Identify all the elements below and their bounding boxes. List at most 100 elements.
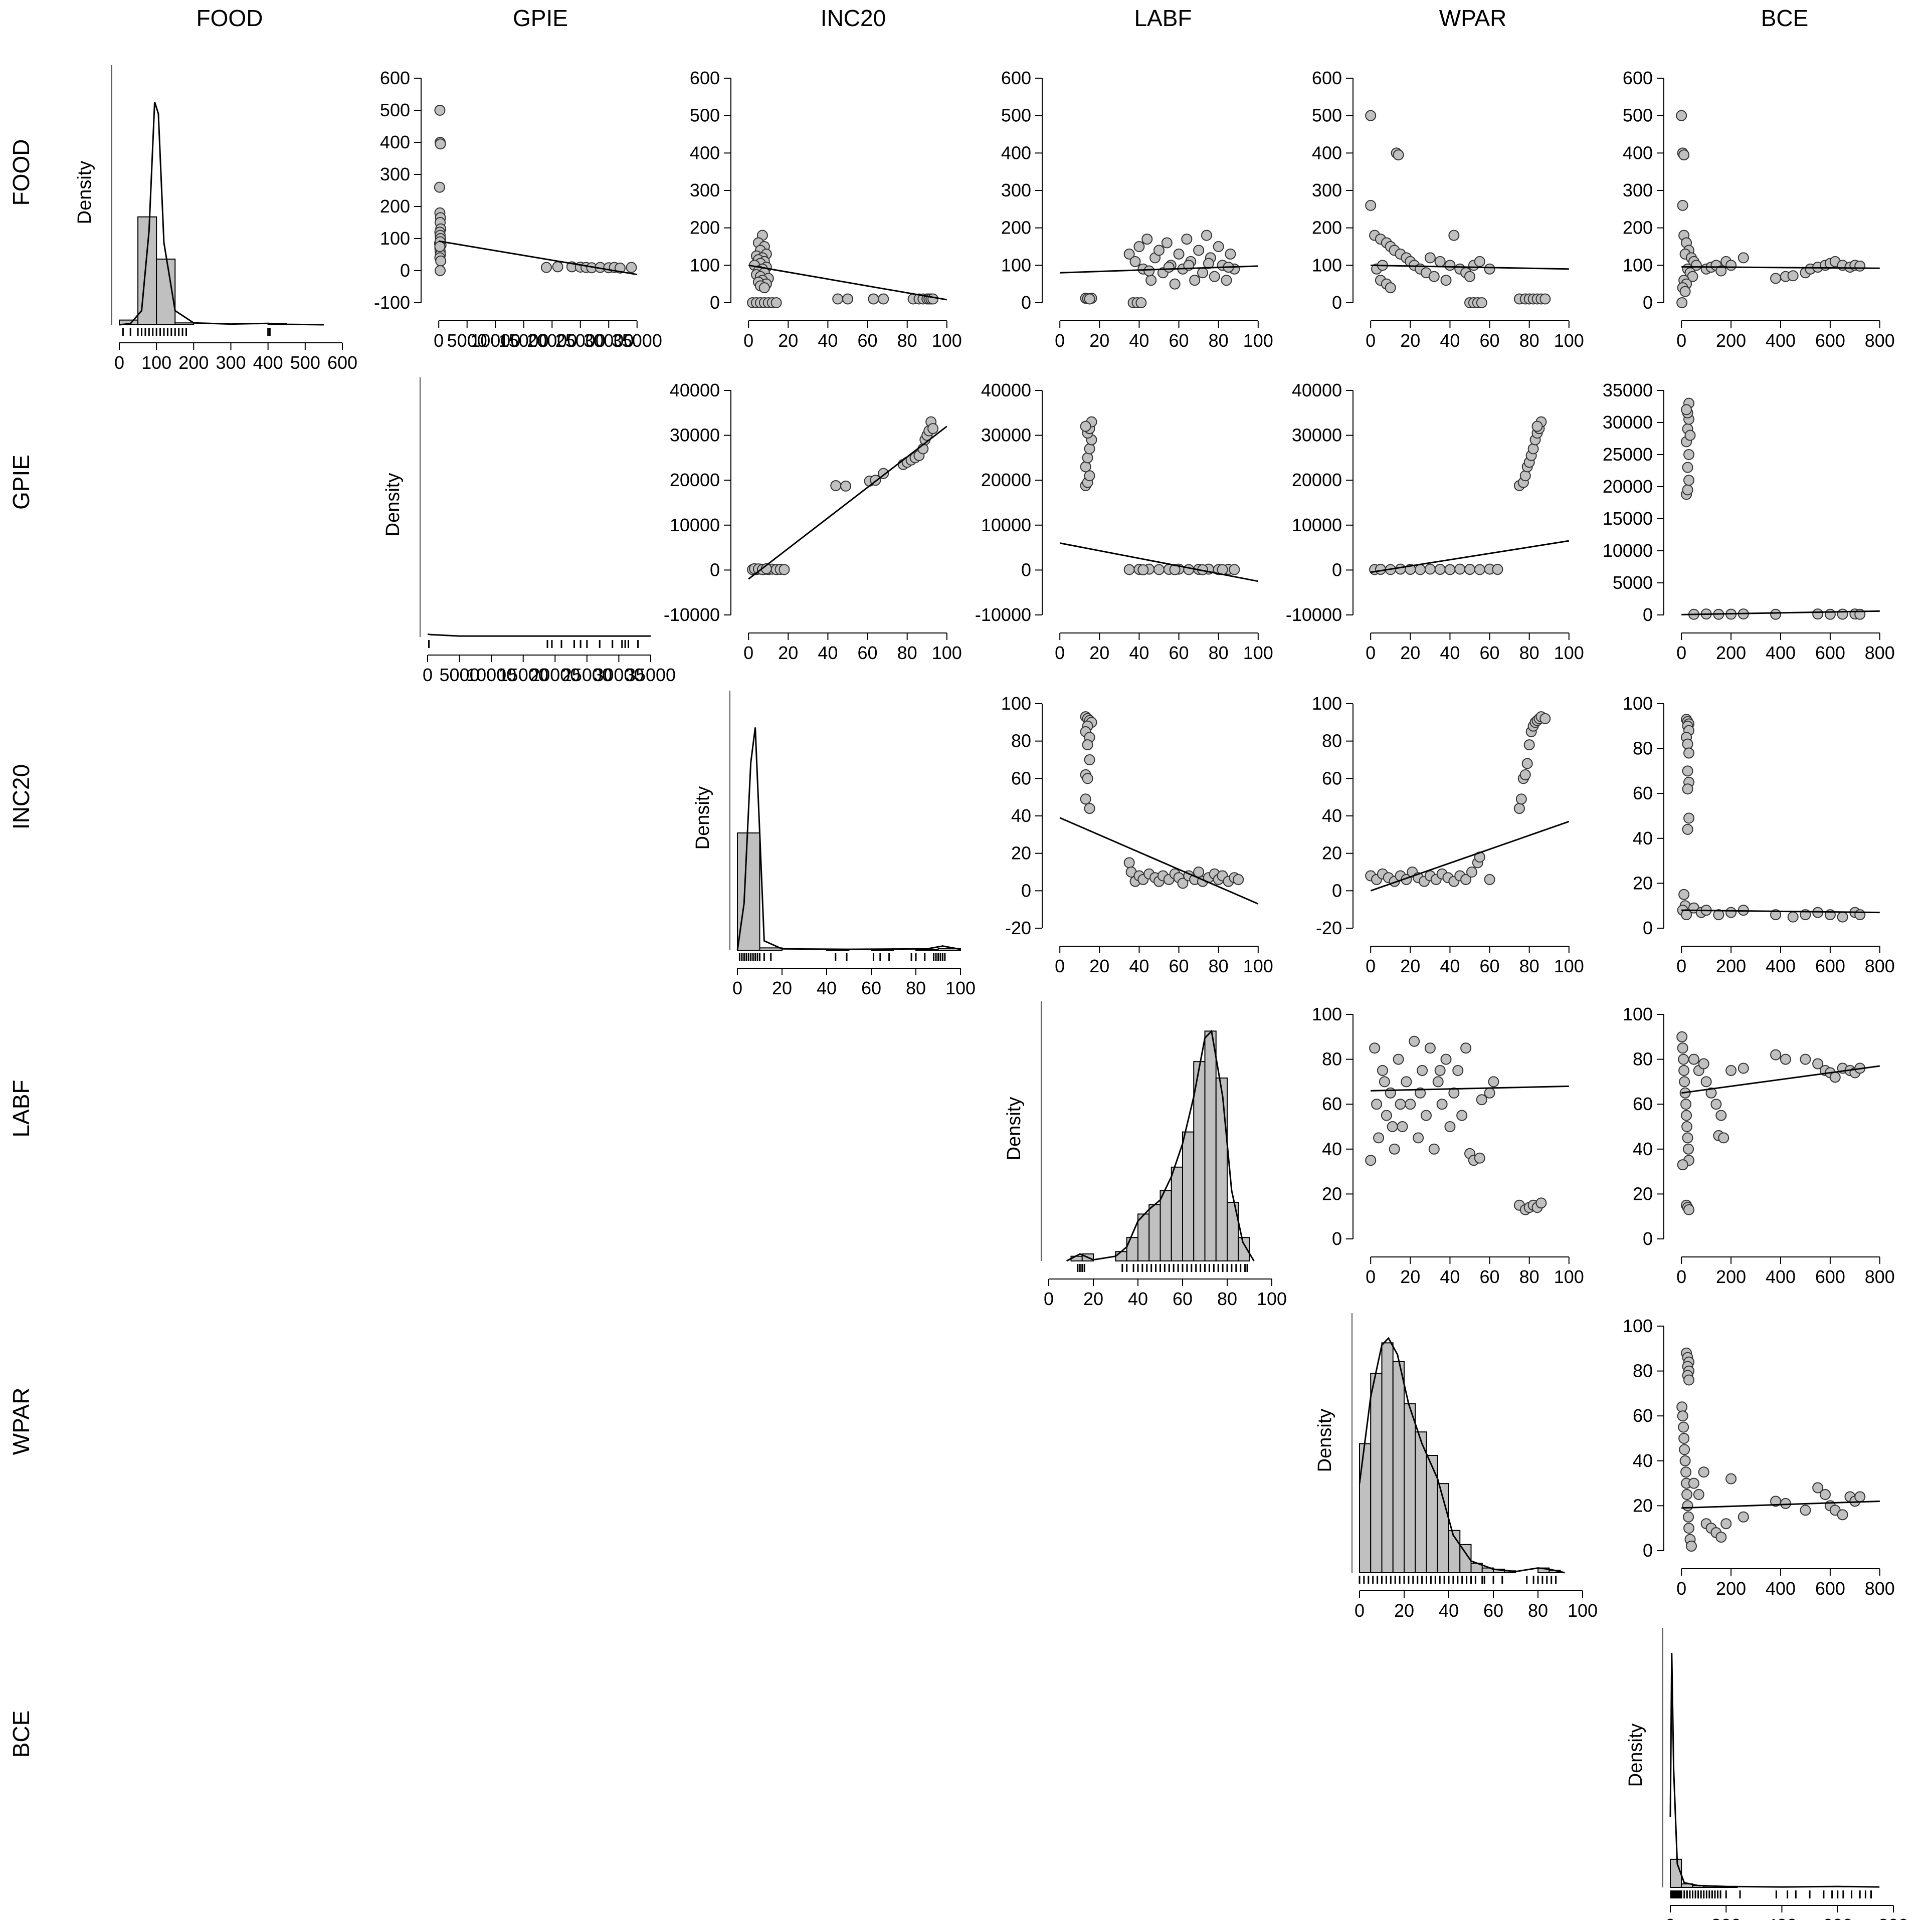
x-tick-label: 0 (1355, 1600, 1365, 1621)
x-tick-label: 40 (1440, 330, 1460, 351)
scatter-point (832, 293, 844, 305)
scatter-point (1521, 758, 1533, 769)
histogram-bar (1370, 1373, 1383, 1573)
density-axis-label: Density (382, 473, 404, 537)
scatter-point (434, 181, 445, 193)
scatter-point (1812, 1482, 1824, 1494)
scatter-point (1812, 608, 1824, 620)
x-tick-label: 40 (1440, 643, 1460, 663)
density-axis-label: Density (1625, 1724, 1646, 1787)
histogram-bar (1148, 1204, 1161, 1261)
x-tick-label: 400 (1766, 643, 1796, 663)
x-tick-label: 200 (1716, 1578, 1746, 1599)
scatter-point (1679, 1444, 1690, 1455)
scatter-point (1837, 1509, 1848, 1521)
x-tick-label: 600 (1815, 956, 1845, 976)
histogram-bar (937, 948, 961, 951)
scatter-point (1713, 909, 1724, 921)
scatter-point (1682, 1132, 1693, 1144)
x-tick-label: 0 (1366, 1266, 1376, 1287)
x-tick-label: 80 (897, 643, 917, 663)
x-tick-label: 25000 (562, 665, 612, 685)
scatter-point (1123, 248, 1135, 260)
x-tick-label: 80 (1519, 1266, 1539, 1287)
y-tick-label: 60 (1633, 1405, 1653, 1426)
scatter-point (840, 480, 852, 492)
column-label-bce: BCE (1761, 5, 1809, 31)
y-tick-label: 0 (1643, 1540, 1653, 1561)
scatter-point (1683, 449, 1695, 460)
histogram-bar (1426, 1455, 1438, 1573)
scatter-point (1229, 564, 1240, 575)
scatter-point (435, 138, 446, 150)
scatter-point (1387, 1121, 1398, 1132)
scatter-point (1682, 783, 1693, 795)
scatter-point (1681, 1110, 1692, 1121)
y-tick-label: 80 (1322, 731, 1342, 751)
scatter-point (1535, 1197, 1547, 1209)
scatter-panel-wpar-bce: 0 200 400 600 800 0 20 40 60 80 100 (1623, 1316, 1895, 1599)
y-tick-label: 0 (1332, 292, 1342, 313)
y-tick-label: 0 (1332, 559, 1342, 580)
scatter-point (1683, 812, 1695, 824)
x-tick-label: 0 (743, 330, 753, 351)
scatter-point (1143, 265, 1155, 277)
y-tick-label: 0 (1021, 559, 1031, 580)
histogram-bar (1359, 1443, 1372, 1574)
x-tick-label: 80 (1519, 643, 1539, 663)
x-tick-label: 0 (1366, 643, 1376, 663)
scatter-point (1084, 754, 1095, 765)
y-tick-label: 20 (1633, 1495, 1653, 1516)
scatter-point (1720, 1518, 1732, 1530)
x-tick-label: 100 (1568, 1600, 1598, 1621)
x-tick-label: 40 (1129, 956, 1149, 976)
x-tick-label: 80 (1209, 956, 1229, 976)
x-tick-label: 400 (1766, 330, 1796, 351)
scatter-point (1464, 271, 1475, 282)
y-tick-label: 10000 (981, 515, 1031, 535)
regression-line (1371, 264, 1569, 270)
scatter-point (1428, 271, 1440, 282)
x-tick-label: 400 (1766, 956, 1796, 976)
x-tick-label: 30000 (594, 665, 644, 685)
x-tick-label: 20 (1400, 643, 1420, 663)
scatter-point (1123, 857, 1135, 869)
x-tick-label: 0 (1676, 956, 1686, 976)
scatter-point (552, 261, 563, 273)
scatter-point (1434, 564, 1446, 575)
scatter-point (1678, 889, 1690, 900)
scatter-panel-food-inc20: 0 20 40 60 80 100 0 100 200 300 400 500 600 (690, 68, 962, 351)
scatter-point (1685, 1541, 1697, 1552)
x-tick-label: 0 (1676, 330, 1686, 351)
scatter-point (1161, 237, 1173, 249)
scatter-point (1385, 282, 1396, 294)
x-tick-label: 0 (743, 643, 753, 663)
y-tick-label: 80 (1633, 1361, 1653, 1381)
scatter-panel-food-bce: 0 200 400 600 800 0 100 200 300 400 500 600 (1623, 68, 1895, 351)
scatter-point (1718, 1132, 1729, 1144)
x-tick-label: 80 (1519, 956, 1539, 976)
regression-line (1681, 610, 1880, 615)
scatter-point (1448, 230, 1460, 241)
scatter-point (1373, 1132, 1385, 1144)
y-tick-label: 500 (380, 100, 410, 120)
y-tick-label: 0 (710, 292, 720, 313)
x-tick-label: 80 (1528, 1600, 1548, 1621)
y-tick-label: 20 (1322, 843, 1342, 864)
scatter-point (1737, 252, 1749, 264)
scatter-point (1679, 1076, 1690, 1088)
y-tick-label: 100 (1623, 693, 1653, 714)
y-tick-label: 300 (690, 180, 720, 200)
scatter-point (1678, 1433, 1690, 1444)
y-tick-label: 80 (1633, 738, 1653, 759)
scatter-point (1770, 909, 1782, 921)
histogram-bar (1459, 1544, 1472, 1574)
scatter-point (1678, 1421, 1689, 1433)
scatter-panel-food-labf: 0 20 40 60 80 100 0 100 200 300 400 500 600 (1001, 68, 1273, 351)
x-tick-label: 40 (818, 643, 838, 663)
scatter-point (1401, 1076, 1412, 1088)
x-tick-label: 0 (1055, 330, 1065, 351)
scatter-point (1080, 420, 1091, 432)
scatter-point (830, 480, 842, 491)
scatter-point (1678, 1053, 1689, 1065)
